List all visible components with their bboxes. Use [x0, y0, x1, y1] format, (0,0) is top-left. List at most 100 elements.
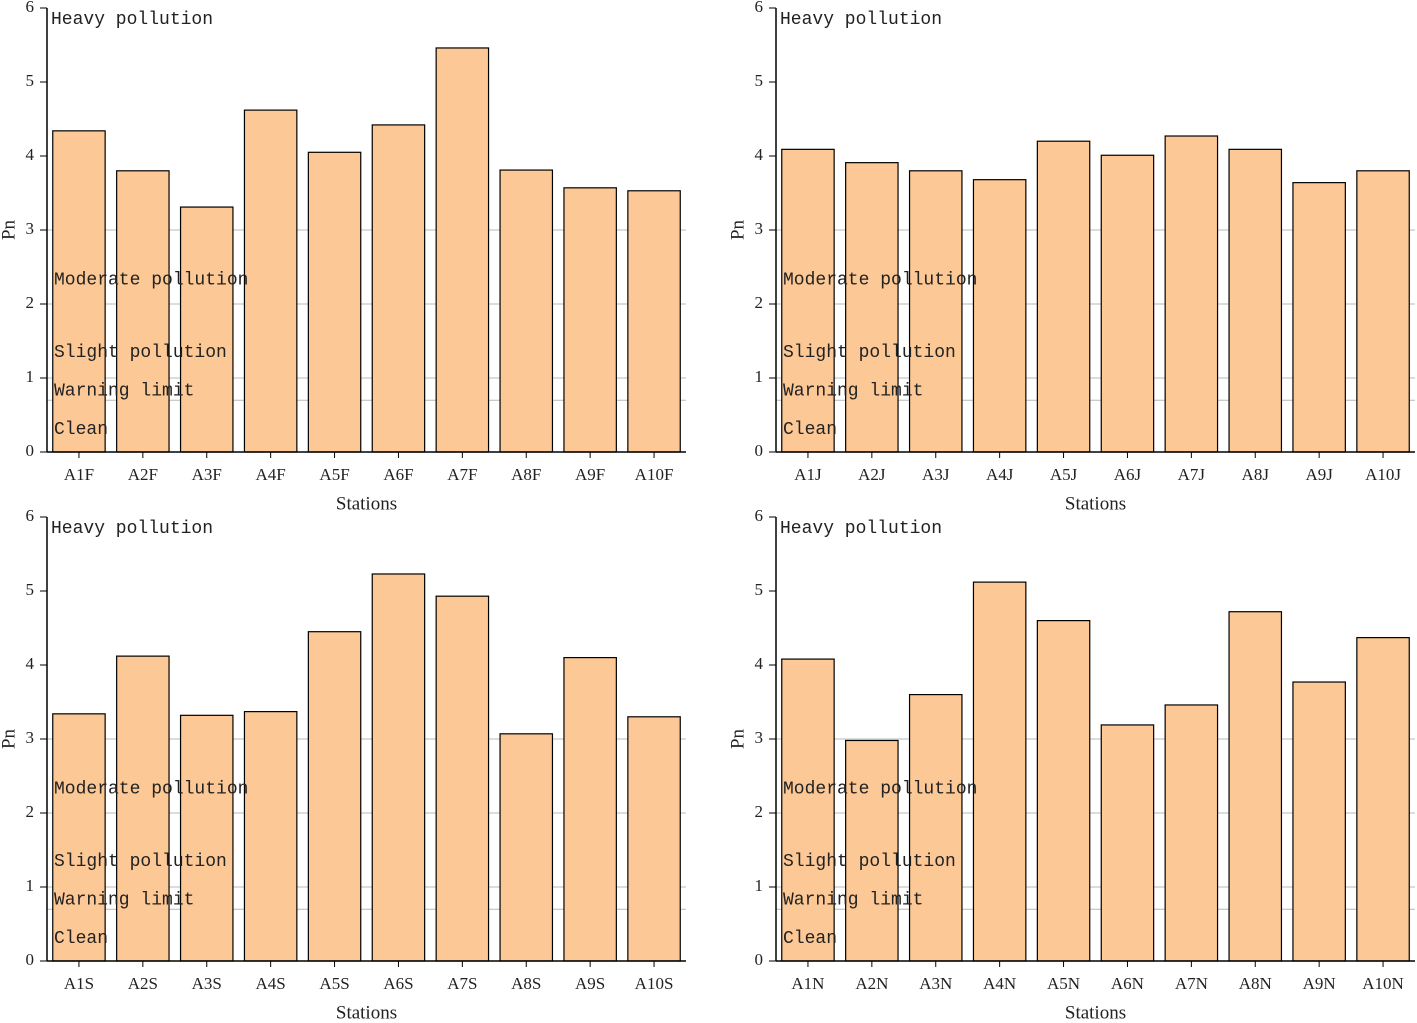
x-tick-label: A6S — [383, 974, 413, 993]
y-tick-label: 6 — [26, 506, 35, 525]
bar — [1356, 170, 1410, 453]
x-tick-label: A10F — [635, 465, 674, 484]
y-tick-label: 4 — [26, 145, 35, 164]
bar — [1036, 619, 1091, 962]
zone-label: Slight pollution — [54, 852, 227, 872]
x-tick-label: A7J — [1178, 465, 1206, 484]
bar — [307, 151, 362, 453]
y-tick-label: 6 — [755, 0, 764, 16]
x-tick-label: A4F — [256, 465, 286, 484]
chart-panel: A1J A2J A3J A4J A5J A6J A7J A8J A9J A10J 0 1 2 3 4 5 6 He… — [727, 0, 1415, 514]
zone-label: Slight pollution — [783, 343, 956, 363]
chart-panel: A1N A2N A3N A4N A5N A6N A7N A8N A9N A10N 0 1 2 3 4 5 6 He… — [727, 506, 1415, 1023]
bar — [435, 47, 490, 453]
bar — [52, 713, 106, 962]
bar — [845, 739, 899, 962]
zone-label: Warning limit — [783, 381, 923, 401]
bar — [1356, 637, 1410, 962]
y-tick-label: 6 — [26, 0, 35, 16]
x-tick-label: A9J — [1305, 465, 1333, 484]
x-tick-label: A10J — [1365, 465, 1401, 484]
y-tick-label: 3 — [755, 219, 764, 238]
y-tick-label: 2 — [755, 293, 764, 312]
zone-label: Clean — [54, 420, 108, 440]
x-tick-label: A5F — [319, 465, 349, 484]
bar — [1100, 724, 1155, 962]
bar — [499, 169, 554, 453]
x-tick-label: A2N — [855, 974, 888, 993]
y-tick-label: 0 — [26, 441, 35, 460]
x-axis-label: Stations — [1065, 1002, 1126, 1023]
bar — [1164, 135, 1219, 453]
y-tick-label: 0 — [755, 441, 764, 460]
x-tick-label: A8J — [1242, 465, 1270, 484]
bar — [1292, 182, 1346, 453]
y-tick-label: 1 — [755, 367, 764, 386]
chart-panel: A1F A2F A3F A4F A5F A6F A7F A8F A9F A10F 0 1 2 3 4 5 6 He… — [0, 0, 686, 514]
x-tick-label: A2F — [128, 465, 158, 484]
x-tick-label: A6J — [1114, 465, 1142, 484]
bar — [435, 595, 490, 962]
zone-label: Moderate pollution — [54, 779, 248, 799]
zone-label: Clean — [783, 929, 837, 949]
x-tick-label: A10N — [1362, 974, 1404, 993]
y-tick-label: 5 — [755, 580, 764, 599]
y-tick-label: 5 — [755, 71, 764, 90]
zone-label: Moderate pollution — [783, 270, 977, 290]
bar — [1228, 611, 1283, 962]
zone-label: Heavy pollution — [780, 10, 942, 30]
bar — [908, 694, 963, 962]
bar — [1036, 140, 1091, 453]
bar — [116, 655, 170, 962]
y-tick-label: 2 — [26, 802, 35, 821]
zone-label: Warning limit — [54, 890, 194, 910]
zone-label: Heavy pollution — [51, 519, 213, 539]
y-tick-label: 3 — [26, 728, 35, 747]
bar — [116, 170, 170, 453]
x-tick-label: A5N — [1047, 974, 1080, 993]
y-tick-label: 4 — [755, 654, 764, 673]
y-axis-label: Pn — [727, 728, 748, 749]
x-tick-label: A7S — [447, 974, 477, 993]
y-axis-label: Pn — [0, 728, 19, 749]
zone-label: Moderate pollution — [54, 270, 248, 290]
bar — [307, 631, 362, 962]
x-tick-label: A7F — [447, 465, 477, 484]
x-tick-label: A9N — [1303, 974, 1336, 993]
y-tick-label: 2 — [26, 293, 35, 312]
bar — [1164, 704, 1219, 962]
bar — [1228, 148, 1283, 453]
y-tick-label: 5 — [26, 71, 35, 90]
y-tick-label: 1 — [26, 876, 35, 895]
zone-label: Slight pollution — [54, 343, 227, 363]
y-tick-label: 6 — [755, 506, 764, 525]
x-tick-label: A1S — [64, 974, 94, 993]
bar — [243, 711, 298, 962]
x-tick-label: A3N — [919, 974, 952, 993]
y-tick-label: 2 — [755, 802, 764, 821]
x-tick-label: A1N — [791, 974, 824, 993]
y-tick-label: 0 — [26, 950, 35, 969]
zone-label: Heavy pollution — [51, 10, 213, 30]
bar — [627, 716, 681, 962]
zone-label: Slight pollution — [783, 852, 956, 872]
zone-label: Warning limit — [54, 381, 194, 401]
x-axis-label: Stations — [1065, 493, 1126, 514]
bar — [1292, 681, 1346, 962]
x-tick-label: A5J — [1050, 465, 1078, 484]
x-axis-label: Stations — [336, 493, 397, 514]
bar — [972, 179, 1027, 453]
x-tick-label: A4N — [983, 974, 1016, 993]
x-tick-label: A7N — [1175, 974, 1208, 993]
bar — [1100, 154, 1155, 453]
x-tick-label: A5S — [319, 974, 349, 993]
x-tick-label: A2J — [858, 465, 886, 484]
zone-label: Warning limit — [783, 890, 923, 910]
x-tick-label: A6F — [383, 465, 413, 484]
bar — [563, 187, 617, 453]
bar — [179, 714, 234, 962]
bar — [563, 657, 617, 962]
bar — [972, 581, 1027, 962]
